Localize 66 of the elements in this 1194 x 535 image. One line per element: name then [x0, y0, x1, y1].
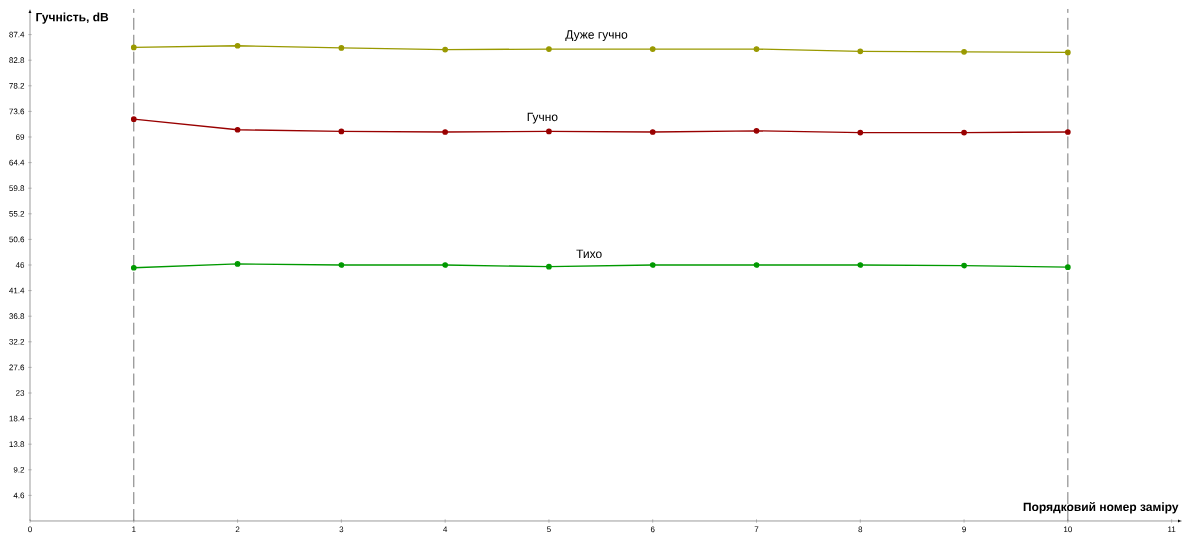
y-tick-label: 13.8 [9, 441, 25, 448]
point [546, 128, 552, 135]
point [234, 42, 241, 49]
point [442, 46, 448, 53]
x-tick-label: 9 [962, 526, 966, 533]
x-tick-label: 8 [858, 526, 863, 533]
x-tick-label: 3 [339, 526, 344, 533]
x-tick-label: 6 [650, 526, 655, 533]
point [961, 129, 967, 136]
point [130, 264, 137, 271]
point [338, 128, 345, 135]
point [1065, 129, 1071, 135]
y-tick-label: 9.2 [13, 466, 25, 473]
y-tick-label: 46 [15, 262, 25, 268]
point [234, 261, 241, 267]
point [338, 45, 345, 51]
y-tick-label: 4.6 [13, 492, 25, 499]
point [961, 262, 967, 269]
x-axis-title: Порядковий номер заміру [1023, 502, 1179, 514]
y-tick-label: 69 [16, 134, 25, 140]
y-tick-label: 32.2 [9, 338, 25, 345]
point [649, 262, 656, 268]
x-tick-label: 0 [28, 526, 32, 533]
x-tick-label: 2 [235, 526, 240, 533]
y-tick-label: 82.8 [9, 57, 25, 64]
y-tick-label: 50.6 [9, 236, 25, 243]
point [546, 263, 552, 270]
point [338, 262, 345, 268]
x-tick-label: 5 [547, 526, 551, 533]
x-tick-label: 11 [1168, 526, 1176, 533]
point [753, 128, 760, 134]
y-tick-label: 73.6 [9, 108, 25, 115]
point [857, 262, 864, 268]
point [753, 46, 760, 52]
y-tick-label: 78.2 [9, 82, 25, 89]
point [442, 129, 448, 135]
point [130, 116, 137, 123]
series-label: Гучно [527, 112, 558, 124]
series-label: Дуже гучно [565, 30, 628, 42]
point [546, 46, 552, 52]
y-tick-label: 64.4 [9, 159, 25, 166]
point [1065, 49, 1071, 56]
point [442, 262, 448, 268]
point [234, 126, 241, 133]
y-tick-label: 41.4 [9, 287, 25, 294]
series-label: Тихо [576, 249, 602, 259]
y-tick-label: 36.8 [9, 313, 25, 320]
y-axis-title: Гучність, dB [36, 12, 109, 24]
y-tick-label: 18.4 [9, 415, 25, 422]
point [857, 48, 864, 55]
point [857, 129, 864, 136]
y-tick-label: 55.2 [9, 210, 25, 217]
y-tick-label: 27.6 [9, 364, 25, 371]
point [753, 262, 760, 268]
x-tick-label: 7 [754, 526, 759, 533]
y-tick-label: 23 [16, 390, 25, 396]
point [1065, 264, 1071, 271]
y-tick-label: 59.8 [9, 185, 25, 192]
point [961, 49, 967, 55]
x-tick-label: 10 [1064, 526, 1072, 533]
x-tick-label: 1 [132, 526, 136, 533]
point [649, 129, 656, 135]
x-tick-label: 4 [443, 526, 448, 533]
y-tick-label: 87.4 [9, 31, 25, 38]
point [130, 44, 137, 51]
point [649, 46, 656, 52]
